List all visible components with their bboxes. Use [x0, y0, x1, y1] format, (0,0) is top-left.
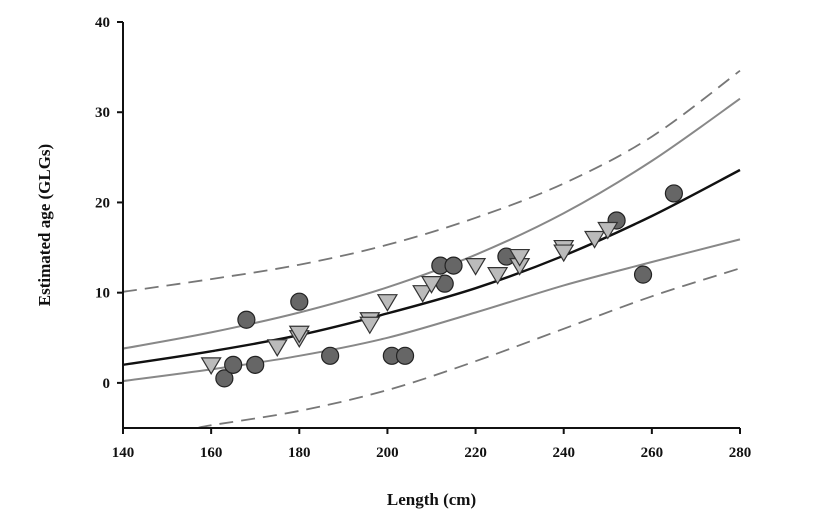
data-point-triangle [487, 267, 509, 285]
data-point-circle [237, 310, 256, 329]
data-point-triangle [288, 325, 310, 344]
upper-confidence-curve [122, 97, 741, 350]
y-tick-label: 0 [103, 376, 111, 392]
data-point-circle [633, 265, 653, 284]
data-point-circle [395, 346, 415, 365]
data-point-triangle [597, 221, 619, 240]
x-tick-label: 200 [376, 445, 399, 461]
data-point-circle [664, 184, 683, 203]
x-axis-title: Length (cm) [387, 490, 476, 509]
data-point-triangle [509, 248, 531, 267]
data-point-circle [224, 355, 243, 374]
x-tick-label: 180 [288, 445, 311, 461]
x-tick-label: 280 [729, 445, 752, 461]
y-tick-label: 20 [95, 195, 110, 211]
x-tick-label: 220 [464, 445, 487, 461]
lower-confidence-curve [122, 238, 741, 383]
data-point-triangle [420, 276, 443, 294]
y-axis-title: Estimated age (GLGs) [35, 144, 54, 306]
x-tick-label: 140 [112, 445, 135, 461]
points-layer [200, 184, 683, 388]
data-point-triangle [200, 357, 222, 376]
data-point-triangle [376, 294, 398, 312]
data-point-circle [290, 292, 309, 311]
x-tick-label: 260 [641, 445, 664, 461]
data-point-triangle [465, 258, 487, 276]
data-point-circle [215, 369, 234, 388]
data-point-circle [444, 256, 463, 275]
data-point-triangle [266, 339, 288, 357]
axes-layer [122, 22, 740, 429]
data-point-circle [246, 355, 265, 374]
curves-layer [122, 69, 741, 429]
lower-prediction-curve [197, 267, 741, 429]
data-point-triangle [584, 230, 606, 249]
data-point-triangle [553, 244, 575, 263]
fit-curve [122, 168, 741, 366]
data-point-triangle [359, 316, 381, 335]
x-tick-label: 160 [200, 445, 223, 461]
data-point-triangle [412, 285, 434, 303]
data-point-circle [321, 346, 340, 365]
y-tick-label: 30 [95, 105, 110, 121]
ticks-layer: 140 160 180 200 220 240 260 280 0 10 20 30 40 [95, 15, 751, 461]
y-tick-label: 10 [95, 286, 110, 302]
upper-prediction-curve [122, 69, 741, 293]
x-tick-label: 240 [552, 445, 575, 461]
y-tick-label: 40 [95, 15, 110, 31]
